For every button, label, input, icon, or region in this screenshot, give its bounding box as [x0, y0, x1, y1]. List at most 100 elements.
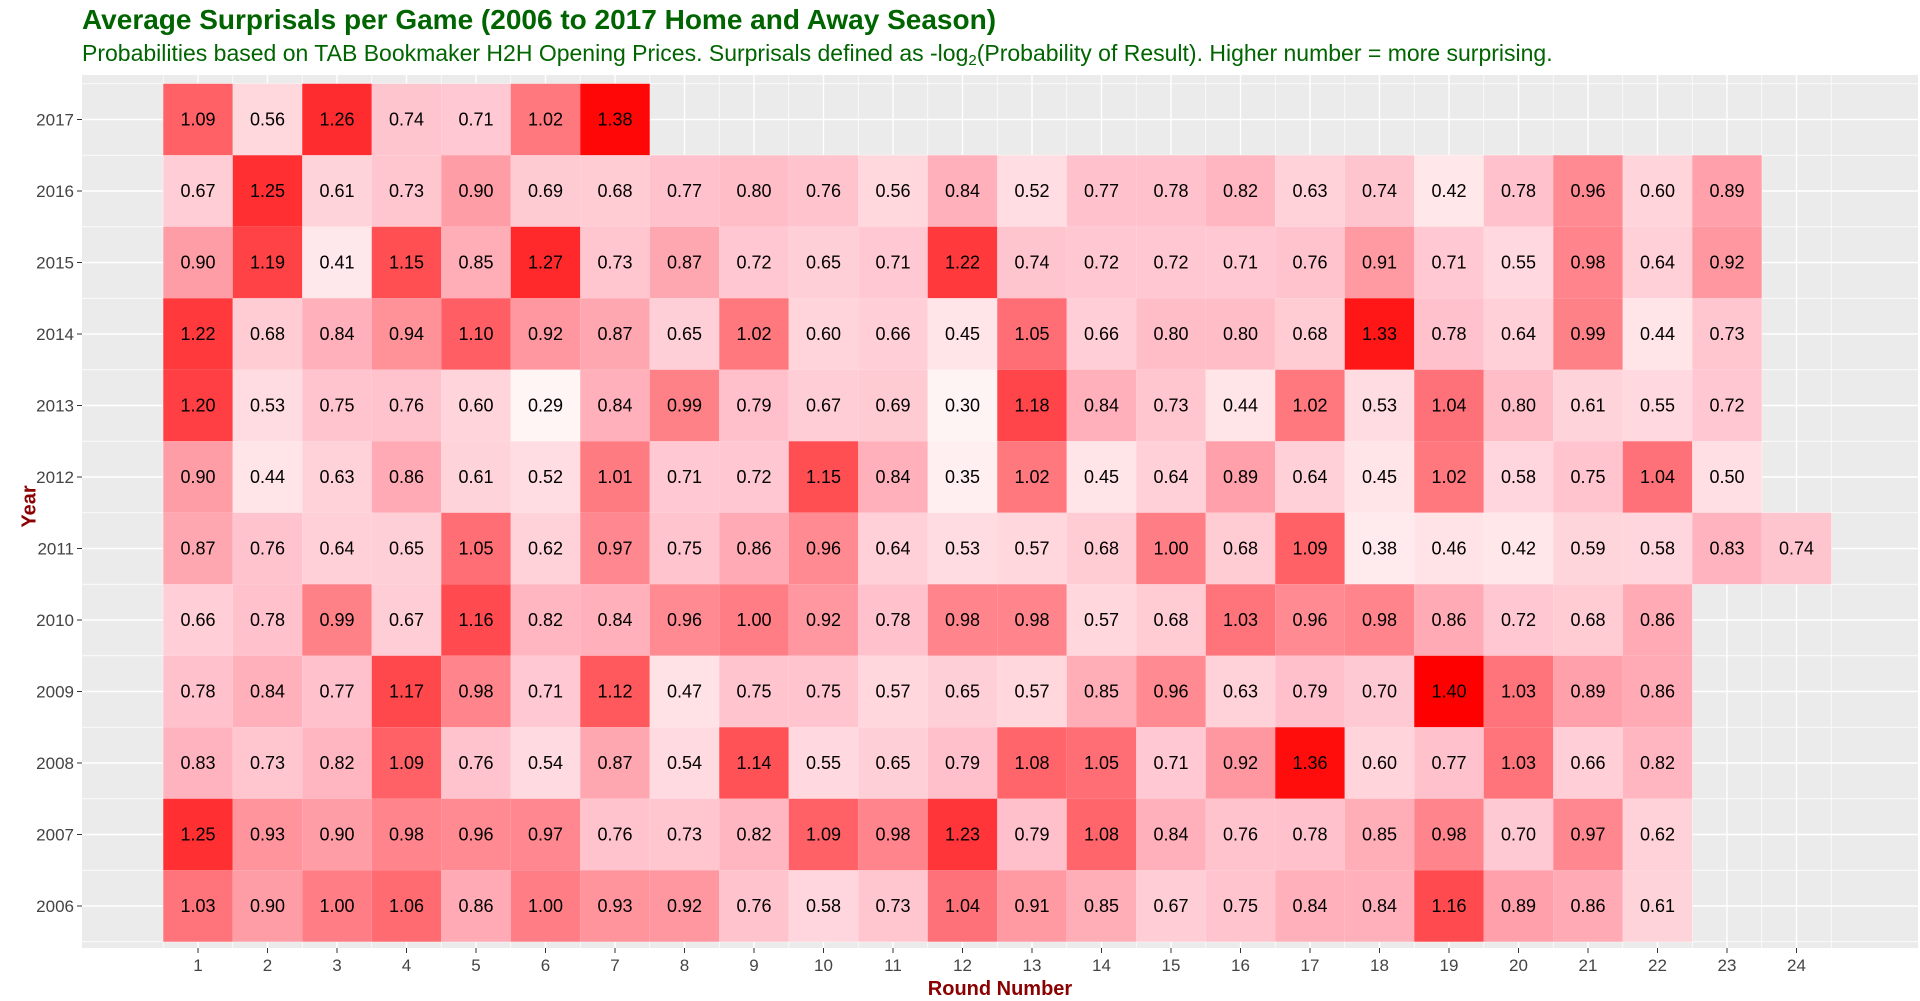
cell-value-label: 0.74 [389, 110, 424, 130]
cell-value-label: 1.36 [1292, 753, 1327, 773]
cell-value-label: 0.76 [1292, 253, 1327, 273]
heatmap-cell [580, 226, 650, 299]
cell-value-label: 0.80 [1223, 324, 1258, 344]
cell-value-label: 1.05 [1014, 324, 1049, 344]
cell-value-label: 0.68 [1084, 539, 1119, 559]
heatmap-cell [441, 870, 511, 942]
heatmap-cell [163, 298, 233, 370]
heatmap-cell [927, 655, 998, 728]
heatmap-cell [580, 798, 650, 871]
cell-value-label: 0.65 [806, 253, 841, 273]
cell-value-label: 1.02 [1014, 467, 1049, 487]
heatmap-cell [580, 512, 650, 585]
heatmap-cell [232, 798, 303, 871]
x-tick-label: 12 [953, 956, 972, 975]
heatmap-cell [1622, 226, 1693, 299]
y-tick-label: 2011 [37, 540, 74, 559]
cell-value-label: 0.76 [597, 825, 632, 845]
cell-value-label: 0.80 [1501, 396, 1536, 416]
cell-value-label: 0.41 [319, 253, 354, 273]
heatmap-cell [371, 512, 442, 585]
heatmap-cell [788, 798, 859, 871]
cell-value-label: 0.75 [319, 396, 354, 416]
heatmap-cell [1066, 798, 1137, 871]
heatmap-cell [163, 655, 233, 728]
heatmap-cell [232, 870, 303, 942]
y-tick-label: 2006 [36, 897, 74, 916]
heatmap-cell [1553, 298, 1623, 370]
heatmap-cell [1205, 369, 1276, 442]
heatmap-cell [163, 584, 233, 656]
heatmap-cell [580, 369, 650, 442]
cell-value-label: 0.56 [250, 110, 285, 130]
cell-value-label: 0.98 [945, 610, 980, 630]
cell-value-label: 0.54 [667, 753, 702, 773]
cell-value-label: 0.90 [250, 896, 285, 916]
cell-value-label: 1.33 [1362, 324, 1397, 344]
heatmap-cell [1344, 512, 1415, 585]
cell-value-label: 0.67 [180, 181, 215, 201]
heatmap-cell [649, 655, 720, 728]
heatmap-cell [163, 369, 233, 442]
heatmap-cell [927, 369, 998, 442]
cell-value-label: 0.92 [528, 324, 563, 344]
cell-value-label: 0.61 [1570, 396, 1605, 416]
cell-value-label: 0.99 [319, 610, 354, 630]
cell-value-label: 0.92 [1709, 253, 1744, 273]
heatmap-cell [232, 727, 303, 799]
heatmap-cell [580, 441, 650, 513]
heatmap-cell [1205, 727, 1276, 799]
heatmap-cell [1553, 798, 1623, 871]
x-tick-label: 3 [332, 956, 341, 975]
cell-value-label: 0.74 [1014, 253, 1049, 273]
heatmap-cell [1414, 512, 1484, 585]
heatmap-cell [371, 584, 442, 656]
x-tick-label: 8 [680, 956, 689, 975]
heatmap-cell [1483, 798, 1554, 871]
heatmap-cell [649, 441, 720, 513]
cell-value-label: 1.00 [319, 896, 354, 916]
heatmap-cell [302, 870, 372, 942]
heatmap-cell [1414, 226, 1484, 299]
cell-value-label: 0.62 [1640, 825, 1675, 845]
cell-value-label: 0.55 [1640, 396, 1675, 416]
cell-value-label: 0.71 [1153, 753, 1188, 773]
heatmap-cell [1136, 226, 1206, 299]
heatmap-cell [441, 369, 511, 442]
heatmap-cell [1066, 298, 1137, 370]
heatmap-cell [1483, 369, 1554, 442]
cell-value-label: 0.58 [1501, 467, 1536, 487]
heatmap-cell [1414, 870, 1484, 942]
x-axis-title: Round Number [927, 978, 1073, 1000]
heatmap-cell [441, 441, 511, 513]
x-tick-label: 14 [1092, 956, 1111, 975]
heatmap-cell [649, 584, 720, 656]
heatmap-cell [302, 512, 372, 585]
heatmap-cell [927, 584, 998, 656]
heatmap-cell [441, 155, 511, 227]
cell-value-label: 0.84 [597, 396, 632, 416]
heatmap-cell [858, 369, 928, 442]
cell-value-label: 1.02 [1292, 396, 1327, 416]
heatmap-cell [1622, 369, 1693, 442]
cell-value-label: 0.71 [1223, 253, 1258, 273]
heatmap-cell [788, 298, 859, 370]
heatmap-cell [1066, 727, 1137, 799]
cell-value-label: 0.86 [736, 539, 771, 559]
y-tick-label: 2016 [36, 182, 74, 201]
cell-value-label: 1.14 [736, 753, 771, 773]
cell-value-label: 0.64 [1153, 467, 1188, 487]
cell-value-label: 0.67 [389, 610, 424, 630]
cell-value-label: 0.84 [875, 467, 910, 487]
heatmap-cell [1066, 441, 1137, 513]
cell-value-label: 0.79 [1014, 825, 1049, 845]
heatmap-cell [232, 584, 303, 656]
cell-value-label: 0.44 [1223, 396, 1258, 416]
cell-value-label: 0.71 [667, 467, 702, 487]
cell-value-label: 0.89 [1501, 896, 1536, 916]
subtitle-rest: (Probability of Result). Higher number =… [976, 40, 1553, 66]
heatmap-cell [1136, 870, 1206, 942]
cell-value-label: 0.42 [1501, 539, 1536, 559]
y-tick-label: 2009 [36, 683, 74, 702]
heatmap-cell [580, 298, 650, 370]
